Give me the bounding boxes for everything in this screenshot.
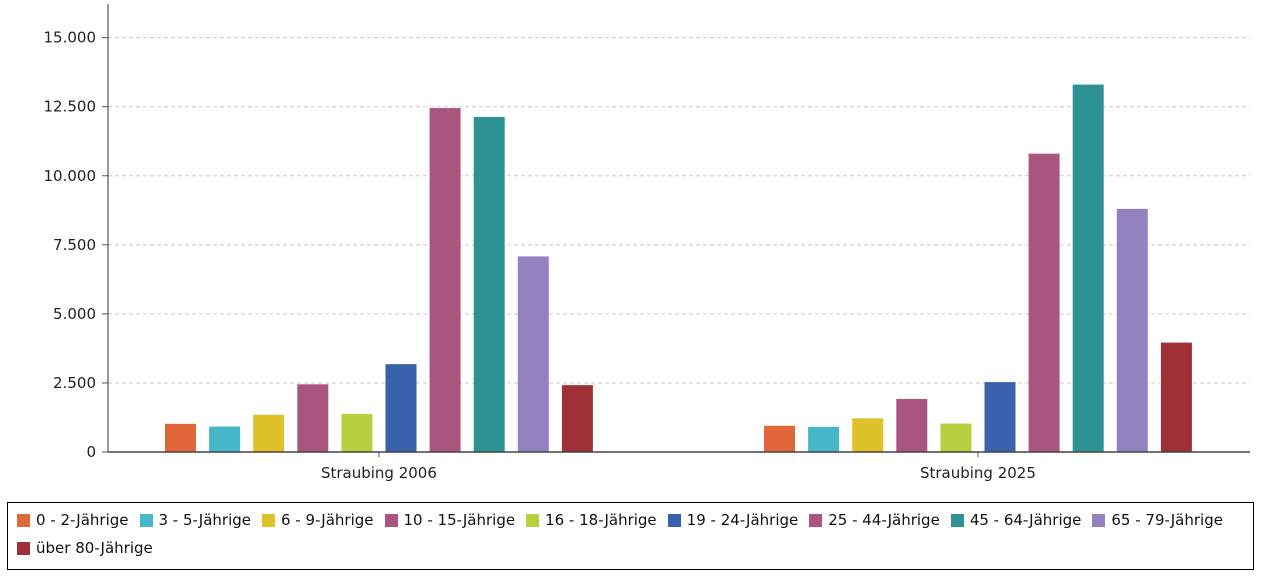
bar bbox=[209, 426, 241, 452]
legend-item: 16 - 18-Jährige bbox=[526, 510, 657, 530]
bar bbox=[808, 426, 840, 452]
legend-item: 3 - 5-Jährige bbox=[139, 510, 252, 530]
legend-label: 0 - 2-Jährige bbox=[36, 511, 129, 529]
bar bbox=[940, 423, 972, 452]
legend-label: 3 - 5-Jährige bbox=[158, 511, 252, 529]
y-tick-label: 10.000 bbox=[44, 167, 97, 185]
bar bbox=[385, 364, 417, 452]
legend-item: 65 - 79-Jährige bbox=[1092, 510, 1223, 530]
legend-swatch bbox=[667, 513, 681, 527]
bar bbox=[1160, 342, 1192, 452]
bar bbox=[1072, 84, 1104, 453]
legend-item: 19 - 24-Jährige bbox=[667, 510, 799, 530]
legend-item: 45 - 64-Jährige bbox=[950, 510, 1082, 530]
legend-label: 19 - 24-Jährige bbox=[686, 511, 799, 529]
legend-swatch bbox=[139, 513, 153, 527]
legend-label: 6 - 9-Jährige bbox=[281, 511, 374, 529]
bar bbox=[852, 418, 884, 452]
legend-label: über 80-Jährige bbox=[36, 539, 153, 557]
bar bbox=[341, 413, 373, 452]
bar bbox=[517, 256, 549, 452]
y-tick-label: 12.500 bbox=[44, 98, 97, 116]
bar bbox=[1028, 153, 1060, 452]
x-tick-label: Straubing 2006 bbox=[321, 464, 437, 482]
legend-swatch bbox=[809, 513, 823, 527]
x-axis-labels: Straubing 2006 Straubing 2025 bbox=[321, 452, 1036, 482]
legend-label: 16 - 18-Jährige bbox=[545, 511, 657, 529]
legend-swatch bbox=[262, 513, 275, 527]
legend-item: 0 - 2-Jährige bbox=[17, 510, 129, 530]
legend-swatch bbox=[17, 513, 30, 527]
bar bbox=[253, 414, 285, 452]
bar bbox=[561, 385, 593, 452]
bars bbox=[165, 84, 1192, 453]
y-tick-label: 7.500 bbox=[53, 236, 96, 254]
axes bbox=[107, 4, 1250, 453]
y-tick-label: 0 bbox=[86, 443, 96, 461]
x-tick-label: Straubing 2025 bbox=[920, 464, 1036, 482]
bar bbox=[896, 398, 928, 452]
bar bbox=[297, 384, 329, 452]
legend-label: 45 - 64-Jährige bbox=[969, 511, 1082, 529]
y-tick-label: 5.000 bbox=[53, 305, 96, 323]
bar bbox=[473, 116, 505, 452]
legend-item: 10 - 15-Jährige bbox=[384, 510, 516, 530]
bar bbox=[1116, 208, 1148, 452]
legend-label: 10 - 15-Jährige bbox=[403, 511, 516, 529]
y-tick-label: 15.000 bbox=[44, 29, 97, 47]
y-axis-ticks: 0 2.500 5.000 7.500 10.000 12.500 15.000 bbox=[44, 29, 108, 461]
legend-swatch bbox=[384, 513, 398, 527]
legend-label: 25 - 44-Jährige bbox=[828, 511, 940, 529]
bar bbox=[429, 108, 461, 452]
grid-lines bbox=[108, 37, 1250, 384]
legend-swatch bbox=[1092, 513, 1106, 527]
bar bbox=[764, 425, 795, 452]
legend-item: über 80-Jährige bbox=[17, 538, 153, 558]
legend-item: 25 - 44-Jährige bbox=[809, 510, 940, 530]
legend-item: 6 - 9-Jährige bbox=[262, 510, 374, 530]
legend-label: 65 - 79-Jährige bbox=[1111, 511, 1223, 529]
bar bbox=[984, 382, 1016, 452]
chart-legend: 0 - 2-Jährige 3 - 5-Jährige 6 - 9-Jährige 1… bbox=[7, 502, 1254, 570]
bar bbox=[165, 423, 196, 452]
legend-swatch bbox=[526, 513, 540, 527]
bar-chart: 0 2.500 5.000 7.500 10.000 12.500 15.000 Strau… bbox=[44, 4, 1250, 482]
legend-swatch bbox=[950, 513, 964, 527]
y-tick-label: 2.500 bbox=[53, 374, 96, 392]
legend-swatch bbox=[17, 541, 30, 555]
